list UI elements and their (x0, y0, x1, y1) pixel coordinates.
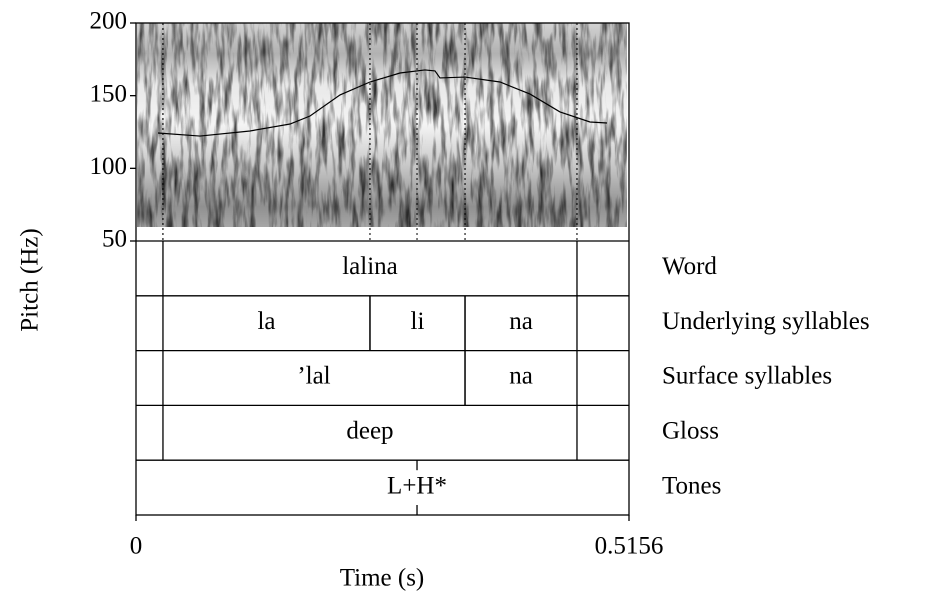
tier-name: Word (662, 253, 717, 280)
pitch-line (157, 69, 608, 137)
interval-label: ’lal (297, 363, 330, 390)
plot-area (157, 23, 608, 241)
interval-label: na (509, 363, 533, 390)
interval-label: na (509, 308, 533, 335)
y-axis-label: Pitch (Hz) (17, 228, 44, 331)
interval-label: la (257, 308, 275, 335)
spectrogram (137, 23, 627, 227)
interval-label: deep (346, 418, 393, 445)
interval-label: lalina (342, 253, 398, 280)
y-tick-label: 200 (90, 8, 128, 35)
x-tick-label: 0 (130, 533, 143, 560)
interval-label: li (411, 308, 425, 335)
tier-name: Gloss (662, 418, 719, 445)
x-tick-label: 0.5156 (595, 533, 664, 560)
x-axis-label: Time (s) (340, 565, 425, 592)
y-tick-label: 150 (90, 80, 128, 107)
tier-name: Underlying syllables (662, 308, 870, 335)
tier-name: Tones (662, 472, 721, 499)
tier-name: Surface syllables (662, 363, 832, 390)
point-label: L+H* (387, 472, 447, 499)
y-tick-label: 50 (102, 226, 127, 253)
y-tick-label: 100 (90, 153, 128, 180)
frame (135, 22, 630, 516)
